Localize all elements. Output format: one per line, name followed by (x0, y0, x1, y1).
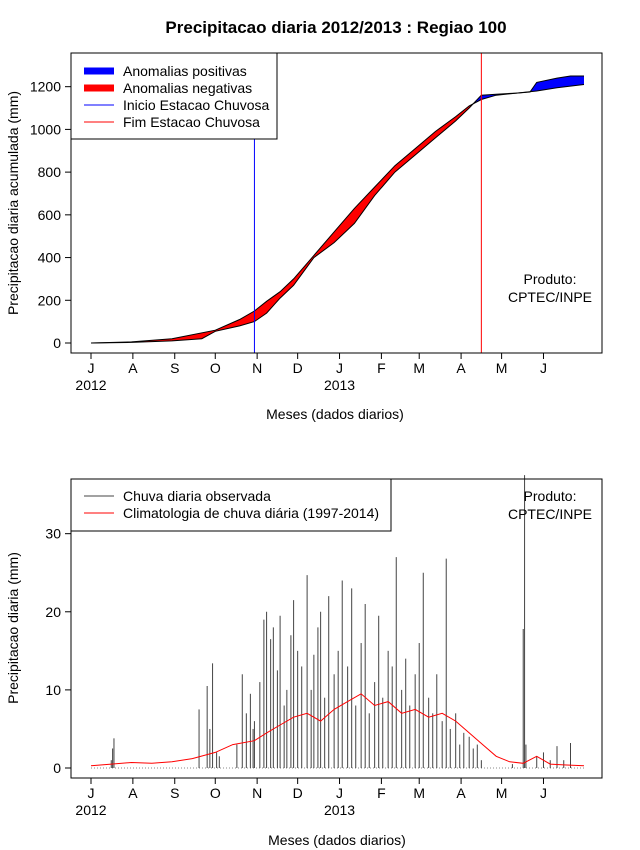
chart-title: Precipitacao diaria 2012/2013 : Regiao 1… (165, 18, 506, 37)
x-tick-label: A (128, 785, 138, 801)
observed-cumulative-line (90, 75, 584, 344)
product-source-bottom: CPTEC/INPE (508, 506, 592, 522)
legend-label-start: Inicio Estacao Chuvosa (123, 97, 270, 113)
x-tick-label: J (540, 785, 547, 801)
y-tick-label: 0 (53, 335, 61, 351)
product-label-bottom: Produto: (524, 488, 577, 504)
x-tick-label: F (377, 785, 386, 801)
legend-box (70, 52, 278, 140)
y-tick-label: 600 (38, 207, 62, 223)
x-tick-label: J (336, 360, 343, 376)
y-tick-label: 800 (38, 164, 62, 180)
x-tick-label: A (456, 785, 466, 801)
y-tick-label: 0 (53, 760, 61, 776)
legend-label-negative: Anomalias negativas (123, 80, 252, 96)
x-tick-label: O (210, 785, 221, 801)
x-tick-label: S (170, 785, 179, 801)
climatology-cumulative-line (90, 84, 585, 344)
x-tick-label: A (456, 360, 466, 376)
legend-label-end: Fim Estacao Chuvosa (123, 114, 260, 130)
year-label: 2012 (75, 802, 106, 818)
x-tick-label: M (496, 785, 508, 801)
legend-label-observed: Chuva diaria observada (123, 488, 271, 504)
y-tick-label: 30 (45, 526, 61, 542)
y-tick-label: 1000 (30, 121, 61, 137)
x-tick-label: M (496, 360, 508, 376)
x-tick-label: J (88, 785, 95, 801)
x-tick-label: J (336, 785, 343, 801)
product-source-top: CPTEC/INPE (508, 289, 592, 305)
x-tick-label: J (88, 360, 95, 376)
y-tick-label: 20 (45, 604, 61, 620)
y-tick-label: 1200 (30, 79, 61, 95)
x-axis-label-top: Meses (dados diarios) (266, 406, 404, 422)
y-tick-label: 200 (38, 292, 62, 308)
legend-top: Anomalias positivas Anomalias negativas … (70, 52, 278, 140)
y-tick-label: 10 (45, 682, 61, 698)
y-axis-label-top: Precipitacao diaria acumulada (mm) (5, 91, 21, 315)
product-label-top: Produto: (524, 271, 577, 287)
x-tick-label: M (413, 785, 425, 801)
legend-box (70, 478, 392, 532)
year-label: 2013 (324, 802, 355, 818)
x-axis-label-bottom: Meses (dados diarios) (268, 832, 406, 848)
legend-label-positive: Anomalias positivas (123, 63, 247, 79)
x-tick-label: J (540, 360, 547, 376)
y-tick-label: 400 (38, 250, 62, 266)
x-tick-label: A (128, 360, 138, 376)
x-tick-label: F (377, 360, 386, 376)
x-tick-label: N (252, 785, 262, 801)
x-tick-label: N (252, 360, 262, 376)
negative-anomaly-area (92, 104, 472, 343)
x-tick-label: M (413, 360, 425, 376)
x-tick-label: D (293, 785, 303, 801)
positive-anomaly-area (473, 93, 517, 104)
year-label: 2013 (324, 377, 355, 393)
x-tick-label: S (170, 360, 179, 376)
legend-bottom: Chuva diaria observada Climatologia de c… (70, 478, 392, 532)
plot-frame-top (70, 52, 603, 354)
year-label: 2012 (75, 377, 106, 393)
x-tick-label: O (210, 360, 221, 376)
x-tick-label: D (293, 360, 303, 376)
legend-label-climatology: Climatologia de chuva diária (1997-2014) (123, 505, 379, 521)
climatology-daily-line (90, 693, 585, 767)
positive-anomaly-area (531, 76, 584, 92)
y-axis-label-bottom: Precipitacao diaria (mm) (5, 552, 21, 704)
